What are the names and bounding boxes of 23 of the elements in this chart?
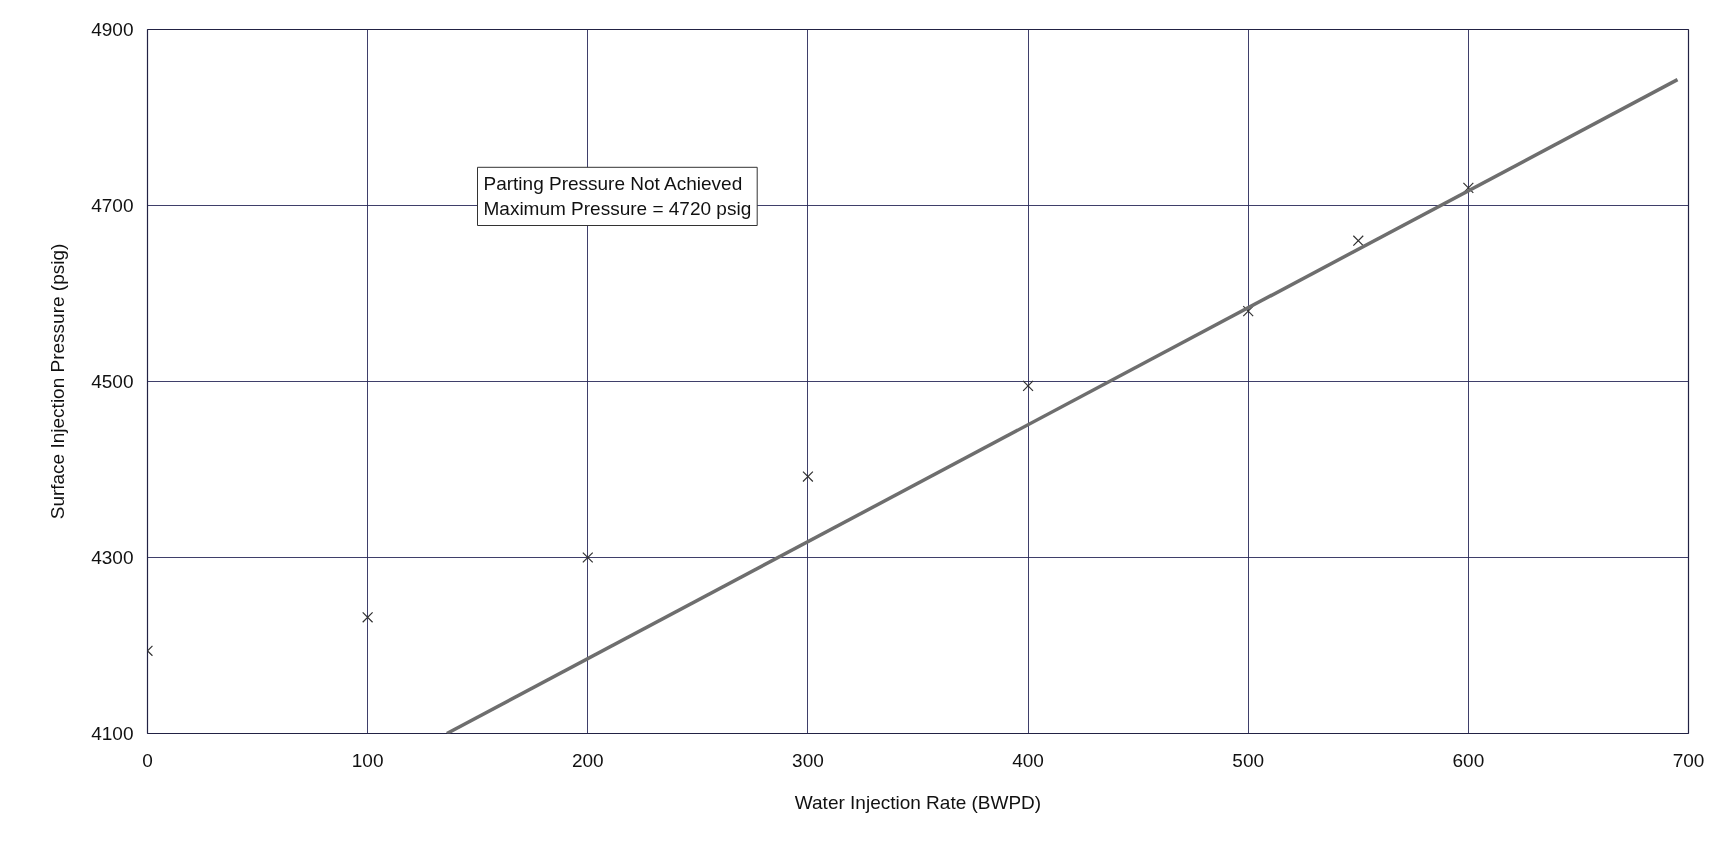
point: [1462, 182, 1474, 194]
y-tick-label: 4500: [91, 371, 134, 392]
x-tick-label: 300: [792, 749, 824, 771]
x-tick-label: 700: [1672, 749, 1705, 771]
x-tick-label: 100: [351, 749, 384, 771]
x-tick-label: 400: [1012, 749, 1044, 771]
y-tick-label: 4300: [91, 547, 134, 568]
x-tick-label: 600: [1452, 749, 1485, 771]
x-tick-label: 0: [142, 749, 153, 771]
point: [802, 470, 814, 483]
annotation: Parting Pressure Not Achieved Maximum Pressure = 4720 psig: [483, 173, 752, 220]
x-tick-label: 200: [571, 749, 604, 771]
x-tick-label: 500: [1232, 749, 1265, 771]
y-tick-label: 4900: [91, 19, 134, 40]
y-tick-label: 4100: [91, 723, 134, 744]
point: [362, 611, 374, 623]
y-tick-label: 4700: [91, 195, 134, 216]
y-axis-title: Surface Injection Pressure (psig): [47, 243, 69, 520]
x-axis-title: Water Injection Rate (BWPD): [794, 791, 1042, 813]
point: [582, 551, 594, 564]
point: [1242, 305, 1254, 317]
point: [1022, 380, 1034, 392]
point: [1352, 235, 1364, 247]
